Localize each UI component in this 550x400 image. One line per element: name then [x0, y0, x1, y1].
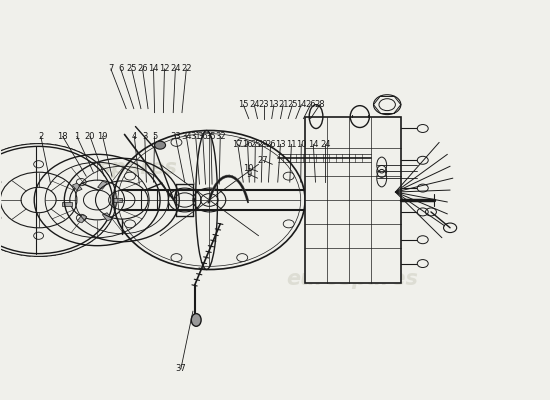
- Circle shape: [417, 260, 428, 268]
- Circle shape: [417, 124, 428, 132]
- Text: 18: 18: [57, 132, 68, 141]
- Circle shape: [236, 254, 248, 262]
- Text: 21: 21: [278, 100, 288, 109]
- Text: 23: 23: [258, 100, 270, 109]
- Text: 24: 24: [320, 140, 331, 149]
- Text: 3: 3: [142, 132, 147, 141]
- Circle shape: [417, 208, 428, 216]
- Circle shape: [417, 236, 428, 244]
- Circle shape: [171, 254, 182, 262]
- Text: 9: 9: [246, 170, 251, 179]
- Text: 37: 37: [175, 364, 186, 373]
- Bar: [73, 183, 82, 191]
- Text: 29: 29: [257, 140, 268, 149]
- Text: 19: 19: [97, 132, 108, 141]
- Circle shape: [283, 172, 294, 180]
- Text: 24: 24: [249, 100, 260, 109]
- Text: 2: 2: [38, 132, 43, 141]
- Circle shape: [171, 138, 182, 146]
- Text: 10: 10: [244, 164, 254, 173]
- Circle shape: [0, 144, 116, 256]
- Circle shape: [417, 156, 428, 164]
- Text: 34: 34: [181, 132, 191, 141]
- Circle shape: [124, 172, 135, 180]
- Text: 25: 25: [287, 100, 298, 109]
- Bar: [102, 213, 112, 221]
- Circle shape: [124, 220, 135, 228]
- Text: 27: 27: [257, 156, 268, 165]
- Text: 15: 15: [238, 100, 249, 109]
- Bar: [305, 116, 401, 284]
- Text: 14: 14: [308, 140, 318, 149]
- Circle shape: [417, 184, 428, 192]
- Circle shape: [283, 220, 294, 228]
- Text: 35: 35: [206, 132, 216, 141]
- Text: 20: 20: [85, 132, 95, 141]
- Text: 4: 4: [132, 132, 137, 141]
- Text: 25: 25: [126, 64, 137, 74]
- Text: 13: 13: [275, 140, 286, 149]
- Text: 22: 22: [181, 64, 191, 74]
- Circle shape: [236, 138, 248, 146]
- Bar: [77, 215, 87, 223]
- Text: 31: 31: [190, 132, 201, 141]
- Text: 32: 32: [215, 132, 226, 141]
- Text: 6: 6: [118, 64, 123, 74]
- Circle shape: [155, 141, 166, 149]
- Text: 14: 14: [148, 64, 159, 74]
- Text: 7: 7: [108, 64, 113, 74]
- Bar: [97, 181, 107, 189]
- Text: 28: 28: [315, 100, 325, 109]
- Text: 14: 14: [296, 100, 306, 109]
- Text: 10: 10: [296, 140, 306, 149]
- Text: 36: 36: [197, 132, 208, 141]
- Ellipse shape: [191, 314, 201, 326]
- Text: 13: 13: [268, 100, 279, 109]
- Text: 25: 25: [250, 140, 261, 149]
- Text: 5: 5: [152, 132, 157, 141]
- Bar: [62, 202, 72, 206]
- Text: eurospares: eurospares: [45, 158, 177, 178]
- Text: 33: 33: [170, 132, 181, 141]
- Text: 26: 26: [305, 100, 316, 109]
- Text: 1: 1: [74, 132, 80, 141]
- Bar: [112, 198, 122, 202]
- Text: 17: 17: [233, 140, 243, 149]
- Text: 26: 26: [265, 140, 276, 149]
- Text: 11: 11: [286, 140, 296, 149]
- Text: 24: 24: [170, 64, 180, 74]
- Text: eurospares: eurospares: [286, 270, 418, 290]
- Text: 16: 16: [243, 140, 253, 149]
- Text: 12: 12: [159, 64, 170, 74]
- Text: 26: 26: [138, 64, 148, 74]
